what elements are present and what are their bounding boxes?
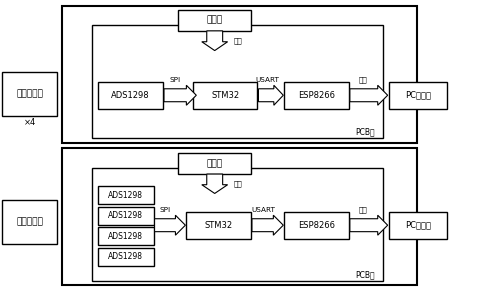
Polygon shape — [164, 85, 196, 105]
Bar — [98, 227, 154, 245]
Text: PCB板: PCB板 — [356, 128, 375, 137]
Text: 脑电传感器: 脑电传感器 — [16, 218, 43, 226]
Bar — [98, 186, 154, 204]
Text: 锂电池: 锂电池 — [207, 16, 223, 25]
Bar — [62, 148, 417, 285]
Text: ADS1298: ADS1298 — [108, 253, 143, 261]
Bar — [284, 212, 349, 239]
Bar — [98, 248, 154, 266]
Text: ADS1298: ADS1298 — [108, 211, 143, 220]
Text: PC上位机: PC上位机 — [405, 221, 431, 230]
Text: 锂电池: 锂电池 — [207, 159, 223, 168]
Text: SPI: SPI — [170, 77, 181, 83]
Bar — [284, 82, 349, 109]
Text: 供电: 供电 — [234, 181, 243, 187]
Bar — [389, 212, 447, 239]
Bar — [98, 207, 154, 225]
Polygon shape — [202, 174, 228, 193]
Bar — [193, 82, 257, 109]
Bar — [2, 200, 57, 244]
Polygon shape — [350, 215, 388, 235]
Text: 无线: 无线 — [359, 206, 367, 213]
Polygon shape — [155, 215, 185, 235]
Text: ×4: ×4 — [24, 118, 36, 127]
Bar — [92, 25, 383, 138]
Text: ADS1298: ADS1298 — [108, 191, 143, 200]
Bar — [178, 10, 251, 31]
Text: USART: USART — [251, 207, 275, 213]
Bar — [98, 82, 163, 109]
Bar — [186, 212, 251, 239]
Bar — [389, 82, 447, 109]
Polygon shape — [252, 215, 283, 235]
Text: STM32: STM32 — [211, 91, 239, 100]
Bar — [62, 6, 417, 143]
Text: 无线: 无线 — [359, 76, 367, 83]
Bar — [92, 168, 383, 281]
Text: ADS1298: ADS1298 — [108, 232, 143, 241]
Bar — [178, 153, 251, 174]
Text: PCB板: PCB板 — [356, 270, 375, 279]
Bar — [2, 72, 57, 116]
Text: ADS1298: ADS1298 — [111, 91, 150, 100]
Text: USART: USART — [255, 77, 279, 83]
Text: SPI: SPI — [160, 207, 171, 213]
Text: ESP8266: ESP8266 — [298, 221, 335, 230]
Polygon shape — [258, 85, 283, 105]
Polygon shape — [202, 31, 228, 51]
Text: 肌电传感器: 肌电传感器 — [16, 90, 43, 98]
Text: STM32: STM32 — [205, 221, 233, 230]
Text: 供电: 供电 — [234, 37, 243, 44]
Polygon shape — [350, 85, 388, 105]
Text: PC上位机: PC上位机 — [405, 91, 431, 100]
Text: ESP8266: ESP8266 — [298, 91, 335, 100]
